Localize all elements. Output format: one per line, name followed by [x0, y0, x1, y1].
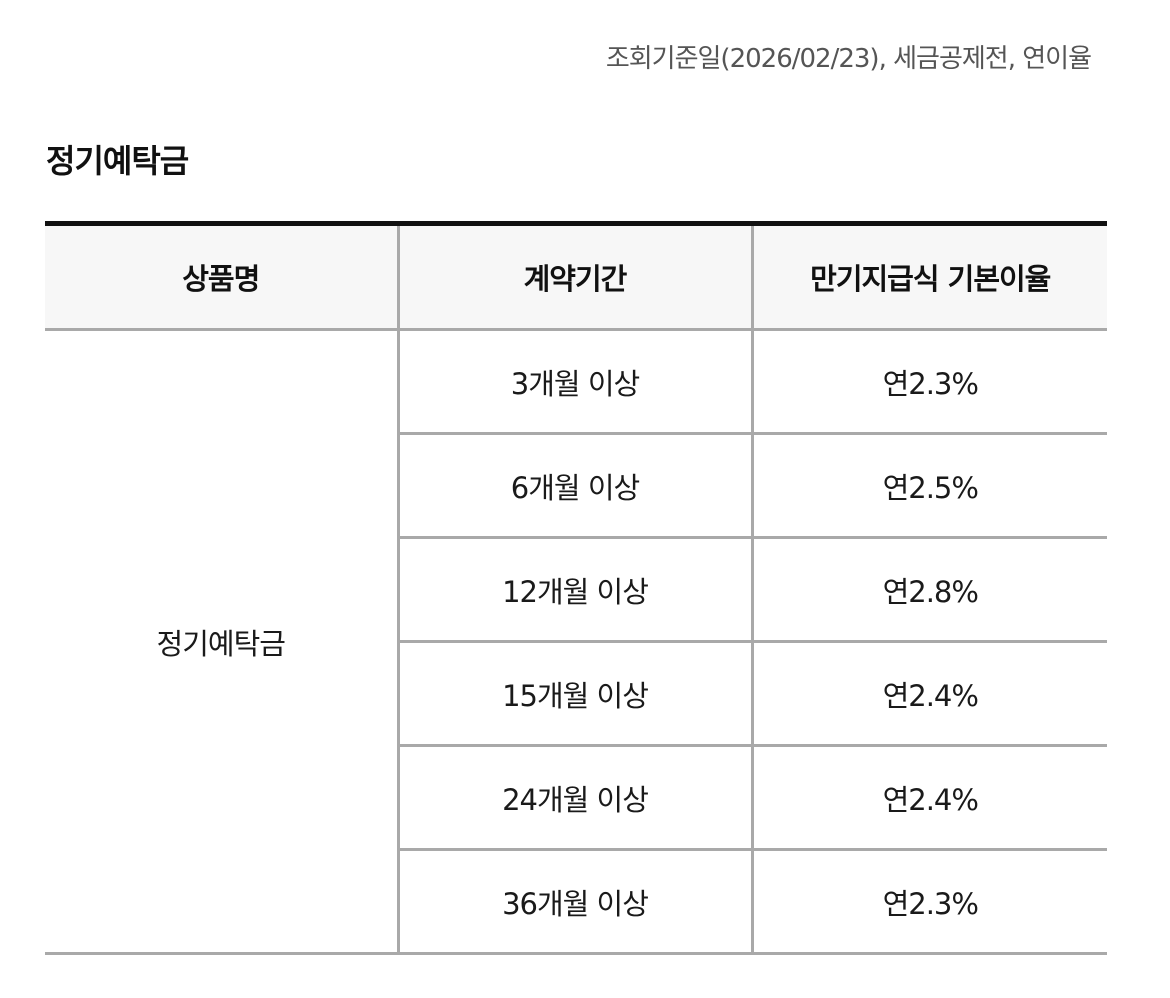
table-header: 상품명 계약기간 만기지급식 기본이율 — [45, 223, 1107, 331]
rate-cell: 연2.8% — [750, 537, 1107, 643]
header-product-name: 상품명 — [45, 223, 398, 331]
table-body: 정기예탁금 3개월 이상 연2.3% 6개월 이상 연2.5% 12개월 이상 … — [45, 329, 1107, 955]
table-row: 36개월 이상 연2.3% — [45, 849, 1107, 955]
rate-cell: 연2.3% — [750, 329, 1107, 435]
header-base-rate: 만기지급식 기본이율 — [750, 223, 1107, 331]
period-cell: 6개월 이상 — [396, 433, 752, 539]
header-contract-period: 계약기간 — [396, 223, 752, 331]
period-cell: 36개월 이상 — [396, 849, 752, 955]
period-cell: 15개월 이상 — [396, 641, 752, 747]
header-row: 상품명 계약기간 만기지급식 기본이율 — [45, 223, 1107, 331]
query-basis-note: 조회기준일(2026/02/23), 세금공제전, 연이율 — [605, 44, 1092, 74]
section-title: 정기예탁금 — [46, 142, 189, 180]
table-row: 12개월 이상 연2.8% — [45, 537, 1107, 643]
rate-cell: 연2.4% — [750, 745, 1107, 851]
table-row: 24개월 이상 연2.4% — [45, 745, 1107, 851]
rate-cell: 연2.4% — [750, 641, 1107, 747]
interest-rate-table: 상품명 계약기간 만기지급식 기본이율 정기예탁금 3개월 이상 연2.3% 6… — [45, 221, 1107, 955]
period-cell: 12개월 이상 — [396, 537, 752, 643]
product-name-cell: 정기예탁금 — [45, 329, 398, 955]
period-cell: 24개월 이상 — [396, 745, 752, 851]
rate-cell: 연2.5% — [750, 433, 1107, 539]
period-cell: 3개월 이상 — [396, 329, 752, 435]
rate-cell: 연2.3% — [750, 849, 1107, 955]
table-row: 15개월 이상 연2.4% — [45, 641, 1107, 747]
table-row: 6개월 이상 연2.5% — [45, 433, 1107, 539]
table-row: 정기예탁금 3개월 이상 연2.3% — [45, 329, 1107, 955]
